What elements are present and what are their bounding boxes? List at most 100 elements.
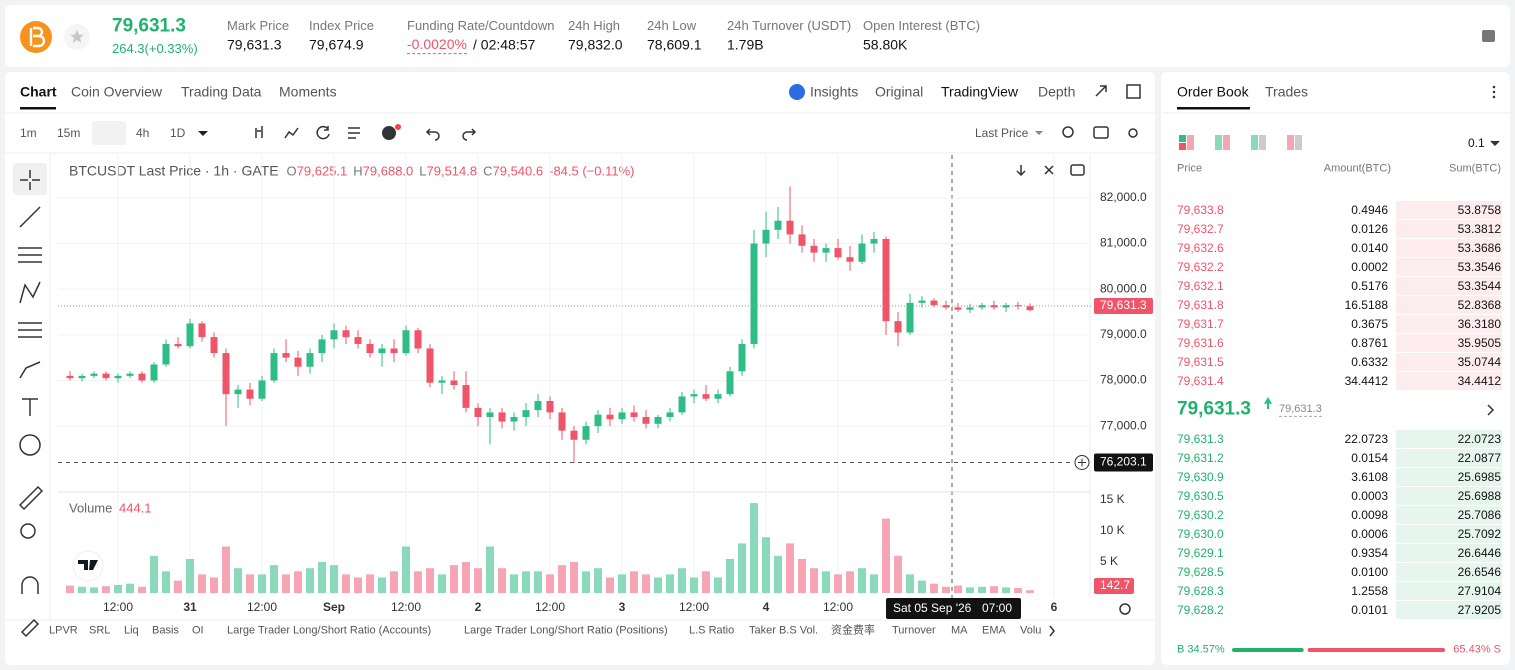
window-icon[interactable] (1126, 84, 1141, 99)
volume-bar (78, 586, 86, 593)
dropdown-caret[interactable] (1490, 140, 1500, 147)
ob-tab[interactable]: Trades (1265, 83, 1309, 100)
indicator[interactable]: Turnover (892, 624, 936, 637)
layout-icon[interactable] (1215, 135, 1222, 150)
ob-price: 79,631.5 (1177, 354, 1224, 369)
depth-bar (1396, 334, 1502, 352)
volume-bar (930, 583, 938, 593)
scroll-icon[interactable] (1016, 165, 1026, 177)
stat-value: 79,631.3 (227, 36, 282, 53)
chart-tab[interactable]: Moments (279, 83, 337, 100)
x-tick-label: Sep (323, 600, 345, 614)
candle-body (894, 321, 902, 333)
view-tab[interactable]: Original (875, 83, 924, 100)
reset-icon[interactable] (1070, 164, 1085, 176)
chart-tab[interactable]: Chart (20, 83, 57, 100)
indicator[interactable]: LPVR (49, 624, 78, 637)
volume-tick-label: 10 K (1100, 523, 1125, 537)
indicator[interactable]: Large Trader Long/Short Ratio (Accounts) (227, 624, 432, 637)
y-tick-label: 82,000.0 (1100, 190, 1147, 204)
ob-amount: 0.0140 (1351, 240, 1388, 255)
channel-tool[interactable] (18, 247, 42, 263)
replay-icon[interactable] (316, 125, 330, 140)
indicator[interactable]: Volu (1020, 624, 1042, 637)
chart-tab[interactable]: Coin Overview (71, 83, 163, 100)
view-tab[interactable]: Depth (1038, 83, 1076, 100)
ob-tab[interactable]: Order Book (1177, 83, 1249, 100)
axis-settings[interactable] (1119, 603, 1131, 615)
tool-selected (13, 163, 47, 195)
header-icon[interactable] (1482, 30, 1495, 42)
interval[interactable]: 15m (57, 125, 81, 140)
camera-icon[interactable] (1093, 126, 1109, 139)
price-source[interactable]: Last Price (975, 125, 1029, 140)
brush-tool[interactable] (19, 361, 41, 379)
grid (58, 155, 1090, 598)
expand-icon[interactable] (1095, 85, 1107, 97)
indicator[interactable]: Liq (124, 624, 139, 637)
tab-underline (1177, 107, 1250, 110)
search-icon[interactable] (1062, 126, 1074, 138)
indicator-icon[interactable] (284, 127, 299, 139)
view-tab[interactable]: Insights (810, 83, 859, 100)
ob-amount: 0.0101 (1351, 602, 1388, 617)
view-tab[interactable]: TradingView (941, 83, 1019, 100)
indicator[interactable]: L.S Ratio (689, 624, 735, 637)
indicator[interactable]: SRL (89, 624, 111, 637)
ohlc-key: O (286, 163, 297, 179)
crosshair-tool[interactable] (20, 170, 40, 190)
indicator[interactable]: 资金费率 (831, 624, 875, 637)
mid-chevron[interactable] (1487, 404, 1495, 416)
ruler-tool[interactable] (18, 485, 44, 511)
layout-icon[interactable] (1251, 135, 1258, 150)
x-tick-label: 12:00 (391, 600, 421, 614)
depth-bar (1396, 506, 1502, 524)
volume-bar (690, 577, 698, 593)
dropdown-caret[interactable] (198, 131, 208, 136)
undo-icon[interactable] (425, 128, 440, 141)
candle-body (126, 373, 134, 376)
chart-tab[interactable]: Trading Data (181, 83, 262, 100)
add-indicator-icon[interactable] (382, 126, 396, 140)
ob-precision[interactable]: 0.1 (1468, 135, 1485, 150)
candle-body (558, 412, 566, 431)
indicator[interactable]: Basis (152, 624, 179, 637)
interval[interactable]: 4h (136, 125, 150, 140)
line-tool[interactable] (19, 206, 41, 228)
candle-body (102, 373, 110, 379)
candle-icon[interactable] (255, 126, 263, 138)
pencil-tool[interactable] (20, 618, 40, 638)
magnet-tool[interactable] (21, 576, 39, 594)
dropdown-caret[interactable] (1035, 131, 1043, 135)
ob-price: 79,631.7 (1177, 316, 1224, 331)
candle-body (510, 416, 518, 422)
fib-tool[interactable] (18, 322, 42, 338)
indicator[interactable]: OI (192, 624, 204, 637)
pattern-tool[interactable] (19, 281, 41, 304)
zoom-tool[interactable] (20, 523, 36, 539)
text-tool[interactable] (22, 398, 38, 416)
ob-amount: 0.3675 (1351, 316, 1388, 331)
settings-icon[interactable] (1128, 128, 1138, 138)
depth-bar (1396, 258, 1502, 276)
more-indicators[interactable] (1049, 625, 1055, 637)
ohlc-item: L79,514.8 (419, 164, 477, 180)
candle-body (822, 248, 830, 253)
volume-tick-label: 5 K (1100, 554, 1118, 568)
interval[interactable]: 1D (170, 125, 186, 140)
indicator[interactable]: EMA (982, 624, 1006, 637)
layout-icon[interactable] (1287, 135, 1294, 150)
volume-bar (330, 565, 338, 593)
layout-icon[interactable] (1179, 135, 1186, 142)
indicator[interactable]: Taker B.S Vol. (749, 624, 819, 637)
ob-sum: 53.3812 (1457, 221, 1501, 236)
fit-icon[interactable] (1044, 165, 1054, 175)
emoji-tool[interactable] (19, 434, 41, 456)
x-tick-label: 2 (475, 600, 482, 614)
redo-icon[interactable] (462, 128, 477, 141)
template-icon[interactable] (348, 127, 360, 139)
indicator[interactable]: Large Trader Long/Short Ratio (Positions… (464, 624, 668, 637)
interval[interactable]: 1m (20, 125, 37, 140)
ob-amount: 0.9354 (1351, 545, 1388, 560)
indicator[interactable]: MA (951, 624, 968, 637)
